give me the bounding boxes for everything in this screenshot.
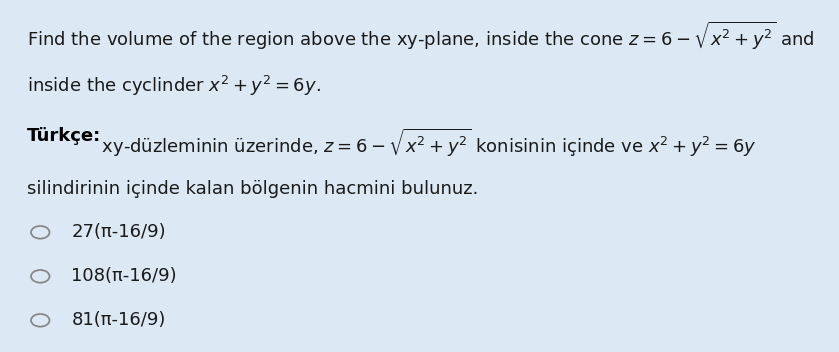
Text: 27(π-16/9): 27(π-16/9) bbox=[71, 223, 166, 241]
Text: Find the volume of the region above the xy-plane, inside the cone $z = 6 - \sqrt: Find the volume of the region above the … bbox=[27, 19, 815, 52]
Text: Türkçe:: Türkçe: bbox=[27, 127, 101, 145]
Text: 81(π-16/9): 81(π-16/9) bbox=[71, 311, 165, 329]
Text: xy-düzleminin üzerinde, $z = 6 - \sqrt{x^2 + y^2}$ konisinin içinde ve $x^2 + y^: xy-düzleminin üzerinde, $z = 6 - \sqrt{x… bbox=[96, 127, 756, 159]
Text: inside the cyclinder $x^2 + y^2 = 6y$.: inside the cyclinder $x^2 + y^2 = 6y$. bbox=[27, 74, 320, 98]
Text: 108(π-16/9): 108(π-16/9) bbox=[71, 267, 177, 285]
Text: silindirinin içinde kalan bölgenin hacmini bulunuz.: silindirinin içinde kalan bölgenin hacmi… bbox=[27, 180, 478, 197]
